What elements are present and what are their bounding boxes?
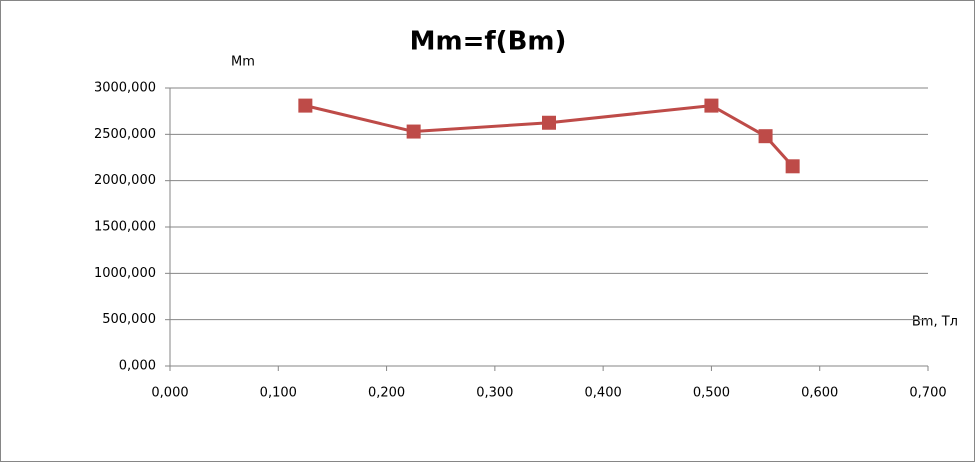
x-axis-label: Bm, Тл [912,315,958,330]
marker [758,129,773,144]
marker [704,98,719,113]
marker [406,124,421,139]
x-tick-label: 0,500 [693,386,730,401]
y-axis-label: Mm [231,55,255,70]
y-tick-label: 2000,000 [94,173,156,188]
y-tick-label: 500,000 [102,312,156,327]
x-tick-label: 0,700 [909,386,946,401]
x-tick-label: 0,300 [476,386,513,401]
x-tick-label: 0,000 [151,386,188,401]
y-tick-label: 1000,000 [94,266,156,281]
x-tick-label: 0,100 [260,386,297,401]
x-tick-label: 0,600 [801,386,838,401]
marker [542,115,556,130]
marker [298,98,313,113]
x-tick-label: 0,400 [585,386,622,401]
chart-title: Mm=f(Bm) [410,27,567,57]
y-tick-label: 3000,000 [94,81,156,96]
x-tick-label: 0,200 [368,386,405,401]
y-tick-label: 2500,000 [94,127,156,142]
marker [785,159,800,174]
y-tick-label: 1500,000 [94,220,156,235]
y-tick-label: 0,000 [119,359,156,374]
